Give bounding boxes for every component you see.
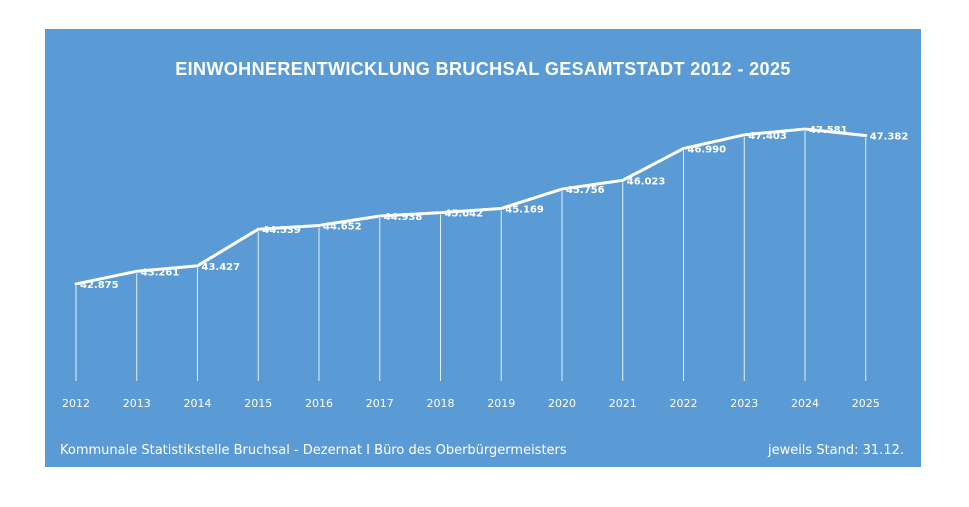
chart-title: EINWOHNERENTWICKLUNG BRUCHSAL GESAMTSTAD…: [175, 59, 791, 79]
footer-source: Kommunale Statistikstelle Bruchsal - Dez…: [60, 443, 567, 458]
data-point: [196, 264, 199, 268]
data-label: 43.261: [141, 267, 180, 278]
data-label: 47.581: [809, 125, 848, 136]
data-label: 47.382: [870, 132, 909, 143]
data-label: 44.539: [262, 225, 301, 236]
data-point: [317, 223, 321, 227]
series-line-segment: [501, 188, 562, 210]
series-line-segment: [562, 179, 623, 191]
x-tick-label: 2019: [487, 397, 515, 410]
data-label: 43.427: [202, 262, 241, 273]
line-chart: 42.875 43.261 43.427 44.539 44.652 44.938 45.0…: [62, 125, 909, 410]
data-point: [682, 146, 685, 150]
data-label: 46.023: [627, 176, 666, 187]
x-tick-label: 2012: [62, 397, 90, 410]
x-tick-label: 2025: [852, 397, 880, 410]
series-line-segment: [197, 228, 259, 267]
data-point: [499, 206, 503, 210]
data-point: [135, 269, 139, 273]
x-tick-label: 2018: [427, 397, 455, 410]
data-point: [864, 134, 868, 138]
data-point: [256, 227, 260, 231]
x-tick-label: 2015: [244, 397, 272, 410]
x-tick-label: 2021: [609, 397, 637, 410]
series-line-segment: [683, 133, 744, 150]
x-tick-label: 2022: [670, 397, 698, 410]
series-line-segment: [137, 264, 198, 273]
x-tick-label: 2013: [123, 397, 151, 410]
series-line-segment: [258, 224, 319, 231]
data-label: 44.938: [384, 212, 423, 223]
series-line-segment: [380, 211, 441, 218]
data-label: 47.403: [748, 131, 787, 142]
data-label: 42.875: [80, 280, 119, 291]
x-tick-label: 2016: [305, 397, 333, 410]
data-point: [439, 211, 442, 215]
data-point: [621, 178, 625, 182]
x-tick-label: 2024: [791, 397, 819, 410]
data-label: 45.042: [445, 209, 484, 220]
data-point: [742, 133, 746, 137]
data-label: 45.756: [566, 185, 605, 196]
x-tick-label: 2020: [548, 397, 576, 410]
data-point: [74, 282, 78, 286]
data-point: [378, 214, 382, 218]
data-point: [560, 187, 564, 191]
series-line-segment: [319, 214, 380, 227]
series-line-segment: [805, 127, 866, 137]
data-label: 45.169: [505, 204, 544, 215]
x-tick-label: 2017: [366, 397, 394, 410]
series-line-segment: [623, 147, 684, 181]
chart-panel: 42.875 43.261 43.427 44.539 44.652 44.938 45.0…: [45, 29, 921, 467]
footer-note: jeweils Stand: 31.12.: [767, 443, 904, 458]
data-label: 44.652: [323, 221, 362, 232]
x-tick-label: 2023: [730, 397, 758, 410]
series-line-segment: [440, 207, 501, 214]
series-line-segment: [744, 127, 805, 137]
series-line-segment: [76, 270, 137, 286]
data-label: 46.990: [688, 144, 727, 155]
data-point: [803, 127, 807, 131]
x-tick-label: 2014: [184, 397, 212, 410]
